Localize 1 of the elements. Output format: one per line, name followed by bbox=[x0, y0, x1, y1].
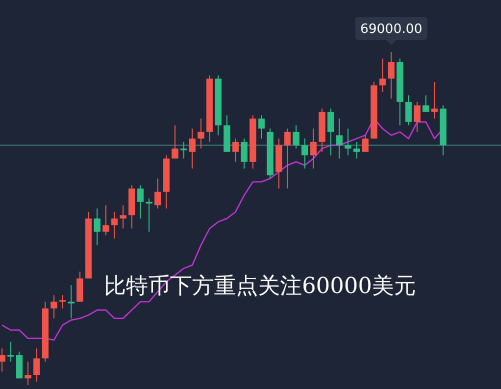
callout: 69000.00 bbox=[355, 17, 428, 45]
